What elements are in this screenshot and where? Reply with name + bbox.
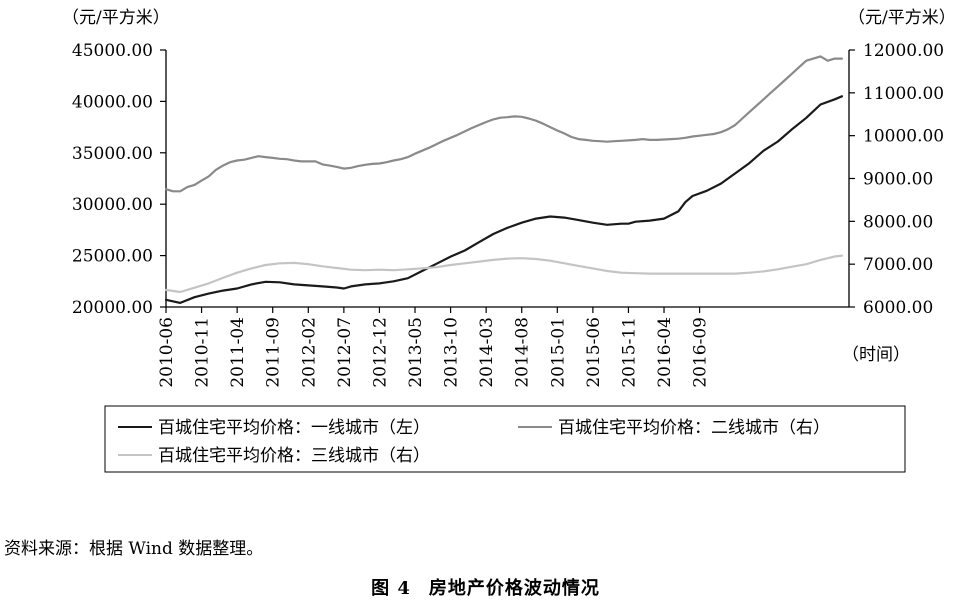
legend-label-tier3: 百城住宅平均价格：三线城市（右） bbox=[158, 446, 430, 466]
x-tick-label: 2012-02 bbox=[299, 317, 319, 388]
figure-number: 图 4 bbox=[371, 578, 411, 599]
source-note: 资料来源：根据 Wind 数据整理。 bbox=[4, 539, 264, 559]
legend: 百城住宅平均价格：一线城市（左） 百城住宅平均价格：二线城市（右） 百城住宅平均… bbox=[104, 405, 906, 473]
left-tick-group: 20000.00 25000.00 30000.00 35000.00 40000.00… bbox=[72, 41, 166, 318]
x-tick-label: 2014-03 bbox=[477, 317, 497, 388]
x-tick-label: 2011-09 bbox=[264, 317, 284, 388]
x-tick-label: 2014-08 bbox=[513, 317, 533, 388]
series-line-tier2 bbox=[164, 55, 843, 193]
x-tick-label: 2012-07 bbox=[335, 317, 355, 388]
plot-area bbox=[165, 50, 850, 308]
x-tick-label: 2010-11 bbox=[193, 317, 213, 388]
x-tick-label: 2015-06 bbox=[584, 317, 604, 388]
left-tick-label: 20000.00 bbox=[72, 298, 153, 318]
series-line-tier3 bbox=[164, 254, 843, 294]
x-tick-label: 2013-10 bbox=[442, 317, 462, 388]
left-axis-unit: （元/平方米） bbox=[62, 8, 170, 28]
x-tick-label: 2010-06 bbox=[157, 317, 177, 388]
legend-label-tier1: 百城住宅平均价格：一线城市（左） bbox=[158, 418, 430, 438]
right-tick-label: 10000.00 bbox=[863, 127, 944, 147]
x-tick-label: 2011-04 bbox=[228, 317, 248, 388]
right-tick-group: 6000.00 7000.00 8000.00 9000.00 10000.00 1100… bbox=[849, 41, 944, 318]
right-tick-label: 8000.00 bbox=[863, 212, 933, 232]
x-tick-label: 2016-04 bbox=[655, 317, 675, 388]
line-chart: （元/平方米） （元/平方米） （时间） 20000.00 25000.00 300… bbox=[62, 8, 956, 473]
left-tick-label: 30000.00 bbox=[72, 195, 153, 215]
x-tick-label: 2015-01 bbox=[548, 317, 568, 388]
x-tick-label: 2015-11 bbox=[619, 317, 639, 388]
left-tick-label: 45000.00 bbox=[72, 41, 153, 61]
x-tick-label: 2012-12 bbox=[370, 317, 390, 388]
legend-frame bbox=[104, 405, 906, 473]
x-tick-label: 2013-05 bbox=[406, 317, 426, 388]
left-tick-label: 25000.00 bbox=[72, 247, 153, 267]
x-tick-label: 2016-09 bbox=[691, 317, 711, 388]
right-tick-label: 12000.00 bbox=[863, 41, 944, 61]
left-tick-label: 40000.00 bbox=[72, 92, 153, 112]
figure-title: 房地产价格波动情况 bbox=[428, 578, 600, 599]
figure-caption: 图 4 房地产价格波动情况 bbox=[0, 574, 971, 600]
left-tick-label: 35000.00 bbox=[72, 144, 153, 164]
right-tick-label: 11000.00 bbox=[863, 84, 944, 104]
x-axis-label: （时间） bbox=[842, 345, 910, 365]
right-tick-label: 9000.00 bbox=[863, 170, 933, 190]
right-tick-label: 6000.00 bbox=[863, 298, 933, 318]
right-axis-unit: （元/平方米） bbox=[848, 8, 956, 28]
x-tick-group: 2010-06 2010-11 2011-04 2011-09 2012-02 2012-… bbox=[157, 307, 711, 388]
legend-label-tier2: 百城住宅平均价格：二线城市（右） bbox=[558, 418, 830, 438]
series-group bbox=[164, 55, 843, 304]
right-tick-label: 7000.00 bbox=[863, 255, 933, 275]
series-line-tier1 bbox=[164, 95, 843, 304]
